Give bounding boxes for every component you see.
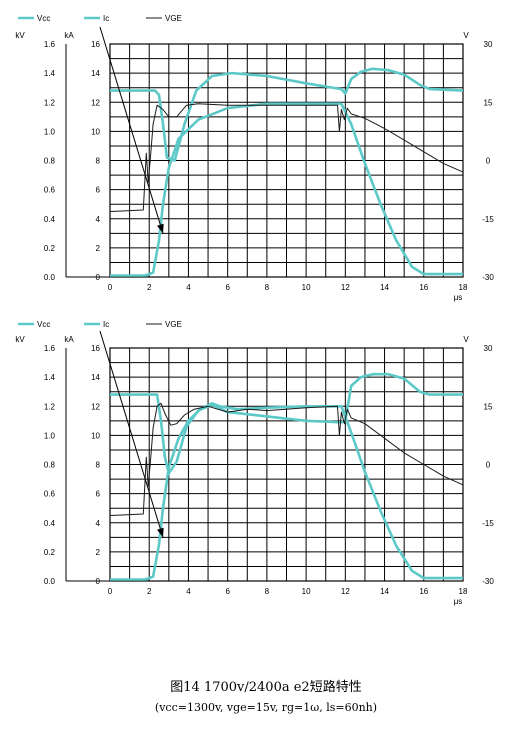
legend-label: VGE [165, 14, 182, 23]
series-ic-line [110, 401, 463, 581]
v-tick-label: 30 [484, 40, 493, 49]
x-tick-label: 8 [265, 283, 270, 292]
x-tick-label: 14 [380, 283, 389, 292]
x-tick-label: 18 [459, 283, 468, 292]
annotation-arrow-shaft [99, 330, 164, 538]
kv-tick-label: 1.2 [44, 402, 56, 411]
series-vcc-line [110, 67, 464, 162]
v-tick-label: -15 [482, 215, 494, 224]
left-axis-unit: kV [15, 335, 25, 344]
chart-panel-1: Vcc Ic VGE kV kA V 0.0 0.2 0.4 0.6 0.8 1.0 1.2 1.4 1.6… [15, 14, 494, 302]
series-vge-line [109, 402, 464, 516]
v-tick-label: 15 [484, 98, 493, 107]
v-tick-label: -30 [482, 577, 494, 586]
ka-tick-label: 4 [96, 519, 101, 528]
v-tick-label: 0 [486, 157, 491, 166]
left-axis-unit: kV [15, 31, 25, 40]
kv-tick-label: 0.6 [44, 490, 56, 499]
x-tick-label: 2 [147, 587, 152, 596]
annotation-arrow-shaft [99, 26, 164, 234]
v-tick-label: 30 [484, 344, 493, 353]
mid-axis-unit: kA [64, 31, 74, 40]
x-tick-label: 10 [302, 283, 311, 292]
kv-tick-label: 1.4 [44, 69, 56, 78]
ka-tick-label: 0 [96, 273, 101, 282]
kv-tick-label: 0.2 [44, 244, 56, 253]
kv-tick-label: 1.6 [44, 344, 56, 353]
kv-tick-label: 0.4 [44, 215, 56, 224]
x-axis-unit: μs [454, 597, 463, 606]
ka-tick-label: 8 [96, 157, 101, 166]
mid-axis-unit: kA [64, 335, 74, 344]
annotation-arrow-head [157, 527, 164, 538]
legend-label: Ic [103, 14, 109, 23]
ka-tick-label: 4 [96, 215, 101, 224]
x-tick-label: 2 [147, 283, 152, 292]
legend-label: Ic [103, 320, 109, 329]
kv-tick-label: 0.2 [44, 548, 56, 557]
annotation-arrow-head [157, 223, 164, 234]
ka-tick-label: 10 [91, 431, 100, 440]
v-tick-label: 15 [484, 402, 493, 411]
x-tick-label: 8 [265, 587, 270, 596]
kv-tick-label: 0.8 [44, 157, 56, 166]
ka-tick-label: 6 [96, 186, 101, 195]
kv-tick-label: 1.0 [44, 127, 56, 136]
kv-tick-label: 1.0 [44, 431, 56, 440]
v-tick-label: -30 [482, 273, 494, 282]
x-tick-label: 12 [341, 283, 350, 292]
kv-tick-label: 0.0 [44, 273, 56, 282]
ka-tick-label: 16 [91, 40, 100, 49]
ka-tick-label: 2 [96, 244, 101, 253]
right-axis-unit: V [463, 335, 469, 344]
ka-tick-label: 10 [91, 127, 100, 136]
v-tick-label: 0 [486, 461, 491, 470]
x-tick-label: 6 [225, 283, 230, 292]
ka-tick-label: 14 [91, 69, 100, 78]
kv-tick-label: 0.4 [44, 519, 56, 528]
ka-tick-label: 0 [96, 577, 101, 586]
plot-frame [109, 43, 464, 278]
plot-frame [109, 347, 464, 582]
x-tick-label: 6 [225, 587, 230, 596]
x-tick-label: 18 [459, 587, 468, 596]
chart-panel-2: Vcc Ic VGE kV kA V 0.0 0.2 0.4 0.6 0.8 1.0 1.2 1.4 1.6… [15, 320, 494, 606]
x-tick-label: 0 [108, 283, 113, 292]
series-vge-line [109, 103, 464, 212]
kv-tick-label: 0.6 [44, 186, 56, 195]
legend-label: Vcc [37, 14, 50, 23]
x-tick-label: 10 [302, 587, 311, 596]
kv-tick-label: 1.6 [44, 40, 56, 49]
ka-tick-label: 2 [96, 548, 101, 557]
ka-tick-label: 16 [91, 344, 100, 353]
x-axis-unit: μs [454, 293, 463, 302]
legend-label: VGE [165, 320, 182, 329]
kv-tick-label: 0.0 [44, 577, 56, 586]
right-axis-unit: V [463, 31, 469, 40]
ka-tick-label: 12 [91, 402, 100, 411]
v-tick-label: -15 [482, 519, 494, 528]
x-tick-label: 16 [419, 283, 428, 292]
x-tick-label: 4 [186, 587, 191, 596]
x-tick-label: 4 [186, 283, 191, 292]
series-vcc-line [110, 372, 463, 475]
kv-tick-label: 1.2 [44, 98, 56, 107]
x-tick-label: 0 [108, 587, 113, 596]
ka-tick-label: 6 [96, 490, 101, 499]
legend-label: Vcc [37, 320, 50, 329]
grid [109, 347, 464, 582]
series-ic-line [110, 102, 463, 277]
figure-caption-conditions: (vcc=1300v, vge=15v, rg=1ω, ls=60nh) [154, 701, 378, 714]
x-tick-label: 16 [419, 587, 428, 596]
x-tick-label: 12 [341, 587, 350, 596]
figure-caption: 图14 1700v/2400a e2短路特性 [170, 680, 362, 695]
ka-tick-label: 14 [91, 373, 100, 382]
ka-tick-label: 12 [91, 98, 100, 107]
x-tick-label: 14 [380, 587, 389, 596]
kv-tick-label: 0.8 [44, 461, 56, 470]
kv-tick-label: 1.4 [44, 373, 56, 382]
ka-tick-label: 8 [96, 461, 101, 470]
